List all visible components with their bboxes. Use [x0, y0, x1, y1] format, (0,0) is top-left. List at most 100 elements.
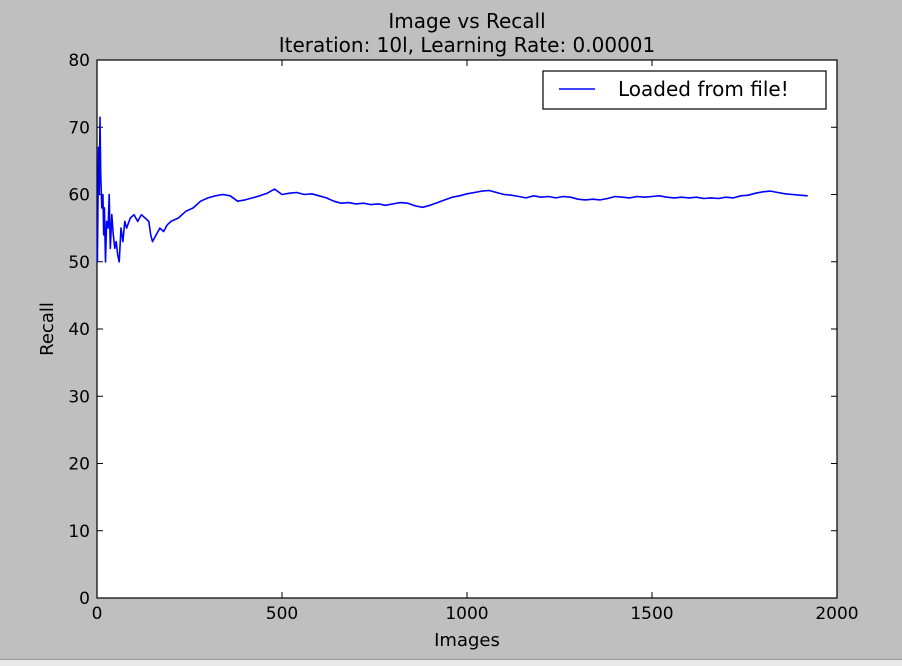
data-point: [100, 173, 102, 175]
data-point: [355, 203, 357, 205]
data-point: [510, 194, 512, 196]
data-point: [340, 202, 342, 204]
data-point: [436, 202, 438, 204]
data-point: [540, 196, 542, 198]
data-point: [325, 197, 327, 199]
data-point: [451, 196, 453, 198]
data-point: [150, 234, 152, 236]
y-tick-label: 20: [68, 455, 90, 475]
data-point: [112, 234, 114, 236]
axis-ticks: [96, 59, 838, 599]
plot-area: [96, 59, 838, 599]
data-point: [673, 197, 675, 199]
data-point: [115, 241, 117, 243]
window-bottom-border: [0, 659, 902, 666]
legend-label: Loaded from file!: [618, 77, 789, 101]
data-point: [644, 196, 646, 198]
data-point: [547, 195, 550, 198]
data-point: [103, 207, 105, 209]
data-point: [792, 193, 794, 196]
data-point: [370, 204, 372, 206]
data-point: [562, 195, 564, 198]
y-tick-label: 70: [68, 118, 90, 138]
data-point: [163, 230, 165, 233]
y-tick-label: 40: [68, 320, 90, 340]
y-tick-label: 10: [68, 522, 90, 542]
data-point: [473, 191, 475, 194]
data-point: [274, 188, 276, 190]
data-point: [348, 202, 350, 204]
x-tick-label: 500: [266, 604, 298, 624]
data-point: [703, 197, 705, 200]
data-point: [117, 254, 119, 256]
x-tick-label: 1500: [630, 604, 673, 624]
data-point: [222, 193, 224, 196]
data-point: [755, 192, 757, 194]
data-point: [377, 203, 379, 205]
data-point: [466, 193, 468, 195]
data-point: [200, 200, 202, 202]
data-point: [599, 199, 601, 201]
data-point: [769, 190, 772, 192]
data-point: [607, 197, 609, 200]
data-point: [104, 261, 107, 263]
data-point: [496, 191, 498, 194]
x-tick-label: 0: [92, 604, 103, 624]
chart-title: Image vs Recall: [388, 9, 545, 33]
data-point: [629, 197, 631, 199]
data-point: [96, 261, 98, 263]
axis-tick-labels: 0 500 1000 1500 2000 0 10 20 30 40 50 60 70 80: [68, 51, 858, 624]
data-point: [666, 196, 668, 198]
data-point: [555, 197, 557, 199]
data-point: [577, 198, 579, 200]
data-point: [107, 227, 109, 229]
data-point: [658, 195, 661, 197]
data-point: [592, 198, 594, 200]
data-point: [488, 189, 490, 192]
data-point: [429, 204, 431, 206]
data-point: [229, 195, 231, 197]
data-point: [111, 214, 113, 216]
data-point: [296, 191, 298, 194]
data-point: [114, 247, 116, 249]
data-point: [177, 217, 179, 219]
data-point: [584, 199, 587, 201]
data-point: [98, 193, 100, 196]
y-tick-label: 30: [68, 387, 90, 407]
data-point: [214, 195, 216, 197]
data-point: [137, 220, 139, 222]
data-point: [311, 193, 313, 195]
data-point: [99, 116, 101, 118]
data-point: [784, 193, 786, 195]
legend-box: [542, 70, 827, 110]
data-point: [159, 227, 161, 229]
data-point: [155, 234, 157, 236]
data-point: [503, 193, 505, 196]
data-point: [144, 217, 146, 219]
data-point: [414, 205, 416, 207]
data-point: [151, 241, 154, 243]
data-point: [740, 195, 742, 197]
y-axis-label: Recall: [37, 302, 58, 356]
data-point: [681, 196, 683, 198]
data-point: [97, 146, 100, 148]
data-point: [533, 195, 535, 197]
data-point: [392, 203, 394, 205]
data-point: [525, 197, 527, 199]
data-point: [101, 207, 103, 209]
data-point: [777, 191, 779, 194]
data-point: [126, 227, 128, 229]
data-point: [747, 194, 749, 196]
data-point: [422, 206, 424, 208]
data-point: [251, 197, 253, 199]
data-point: [651, 195, 653, 198]
data-point: [762, 191, 764, 193]
x-axis-label: Images: [434, 630, 500, 651]
data-point: [124, 220, 126, 222]
data-point: [385, 204, 387, 206]
data-point: [122, 241, 124, 243]
data-point: [481, 190, 483, 192]
data-point: [362, 202, 364, 204]
data-point: [399, 202, 401, 204]
data-point: [333, 200, 335, 202]
